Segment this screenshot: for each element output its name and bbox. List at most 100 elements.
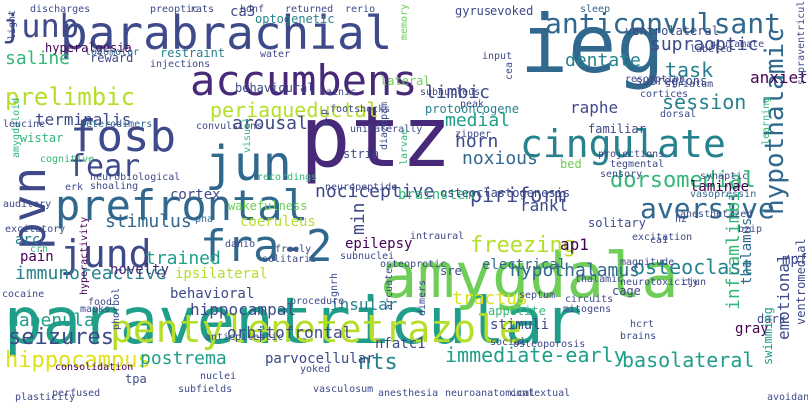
word-magnitude: magnitude xyxy=(620,257,675,268)
word-prelimbic: prelimbic xyxy=(5,83,136,111)
word-freezing: freezing xyxy=(470,233,576,258)
word-rerio: rerio xyxy=(345,4,376,15)
word-discharges: discharges xyxy=(30,4,91,15)
word-aversive: aversive xyxy=(640,192,775,225)
word-freely: freely xyxy=(275,244,312,255)
word-hypothalamus: hypothalamus xyxy=(510,260,641,281)
word-evoked: evoked xyxy=(490,4,534,18)
word-immunoreactive: immunoreactive xyxy=(15,263,167,284)
word-locomotor: locomotor xyxy=(85,47,140,58)
word-synaptic: synaptic xyxy=(700,171,749,182)
word-striatum: striatum xyxy=(665,79,714,90)
word-glutamate: glutamate xyxy=(710,39,765,50)
word-cage: cage xyxy=(612,284,641,298)
word-dorsomedial: dorsomedial xyxy=(610,168,756,193)
word-bdnf: bdnf xyxy=(240,4,265,15)
word-stria: stria xyxy=(343,147,380,161)
word-tpa: tpa xyxy=(125,372,147,386)
word-social: social xyxy=(490,337,527,348)
word-nts: nts xyxy=(358,350,398,375)
word-laminae: laminae xyxy=(690,179,750,195)
word-cognitive: cognitive xyxy=(40,154,95,165)
word-gray: gray xyxy=(735,321,769,337)
word-preoptic: preoptic xyxy=(150,4,199,15)
word-novelty: novelty xyxy=(110,262,170,278)
word-stimuli: stimuli xyxy=(490,317,550,333)
word-seizures: seizures xyxy=(8,325,114,350)
word-trained: trained xyxy=(145,248,221,269)
word-wistar: wistar xyxy=(20,131,64,145)
word-electrical: electrical xyxy=(482,257,567,273)
word-gnrh: gnrh xyxy=(329,272,340,297)
word-hippocampal: hippocampal xyxy=(190,300,296,319)
word-ipsilateral: ipsilateral xyxy=(175,266,268,282)
word-neuropeptide: neuropeptide xyxy=(325,182,398,193)
word-auditory: auditory xyxy=(3,199,52,210)
word-mitogens: mitogens xyxy=(563,304,612,315)
word-erk: erk xyxy=(65,182,84,193)
word-mpfc: mpfc xyxy=(782,252,808,268)
word-excitation: excitation xyxy=(632,232,693,243)
word-reward: reward xyxy=(90,51,134,65)
word-terminalis: terminalis xyxy=(35,110,132,129)
word-sre: sre xyxy=(440,264,462,278)
word-behavioural: behavioural xyxy=(235,81,315,95)
word-excitatory: excitatory xyxy=(5,224,66,235)
word-mapks: mapks xyxy=(80,304,111,315)
word-horn: horn xyxy=(455,131,499,152)
word-zipper: zipper xyxy=(455,129,492,140)
word-returned: returned xyxy=(285,4,334,15)
word-antiepileptic: antiepileptic xyxy=(205,332,284,343)
word-optogenetic: optogenetic xyxy=(255,12,335,26)
word-thalamic: thalamic xyxy=(575,274,624,285)
word-heterodimers: heterodimers xyxy=(80,119,153,130)
word-unilaterally: unilaterally xyxy=(350,124,423,135)
word-bzip: bzip xyxy=(738,224,763,235)
word-input: input xyxy=(482,51,513,62)
word-gyrus: gyrus xyxy=(455,4,492,18)
word-memory: memory xyxy=(399,3,410,40)
word-periaqueductal: periaqueductal xyxy=(210,98,379,122)
word-orbitofrontal: orbitofrontal xyxy=(227,323,353,342)
word-visual: visual xyxy=(242,116,253,153)
word-brains: brains xyxy=(620,331,657,342)
word-fosb: fosb xyxy=(70,111,176,162)
word-hyperactivity: hyperactivity xyxy=(79,216,90,295)
word-convulsions: convulsions xyxy=(196,121,263,132)
word-behavioral: behavioral xyxy=(170,286,255,302)
word-sensory: sensory xyxy=(600,169,643,180)
word-plasticity: plasticity xyxy=(15,392,76,403)
word-anesthesia: anesthesia xyxy=(378,388,439,399)
word-projections: projections xyxy=(598,149,665,160)
word-ptz: ptz xyxy=(300,88,452,186)
word-avoidance: avoidance xyxy=(767,392,808,403)
word-rats: rats xyxy=(190,4,215,15)
word-leucine: leucine xyxy=(3,119,46,130)
word-circuits: circuits xyxy=(565,294,614,305)
word-osteoclastogenesis: osteoclastogenesis xyxy=(440,186,571,200)
word-jund: jund xyxy=(60,232,152,276)
word-peak: peak xyxy=(460,99,485,110)
word-ventrolateral: ventrolateral xyxy=(625,24,719,38)
word-vasopressin: vasopressin xyxy=(690,189,757,200)
word-diazepam: diazepam xyxy=(379,101,390,150)
word-stimulus: stimulus xyxy=(105,211,192,232)
word-resorption: resorption xyxy=(625,74,686,85)
word-solitarii: solitarii xyxy=(262,254,317,265)
word-subfields: subfields xyxy=(178,384,233,395)
word-fear: fear xyxy=(68,149,141,184)
word-cocaine: cocaine xyxy=(2,289,45,300)
word-neurobiological: neurobiological xyxy=(90,172,181,183)
word-piriform: piriform xyxy=(470,183,567,207)
word-medial: medial xyxy=(445,110,511,131)
word-coeruleus: coeruleus xyxy=(240,214,316,230)
word-phorbol: phorbol xyxy=(111,287,122,330)
word-supraventricular: supraventricular xyxy=(796,0,807,85)
word-arousal: arousal xyxy=(232,113,308,134)
word-habenula: habenula xyxy=(8,310,95,331)
word-dentate: dentate xyxy=(565,50,641,71)
word-intraural: intraural xyxy=(410,231,465,242)
word-jun: jun xyxy=(205,136,292,192)
word-cingulate: cingulate xyxy=(520,122,726,166)
